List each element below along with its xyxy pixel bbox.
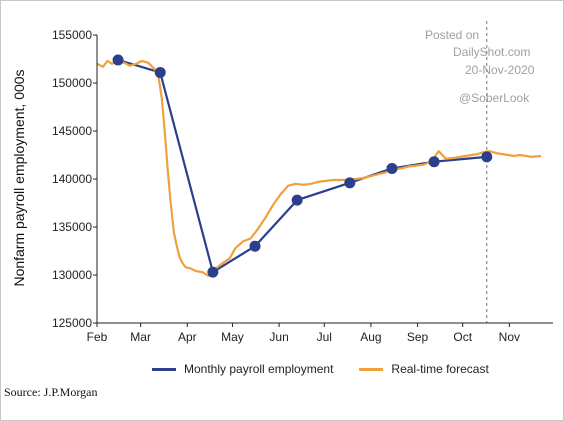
x-tick-label-5: Jul (317, 330, 332, 344)
series-monthly-point-5 (344, 177, 356, 189)
plot-area (96, 21, 542, 323)
series-monthly-point-7 (428, 156, 440, 168)
x-tick-label-8: Oct (453, 330, 472, 344)
series-monthly-point-3 (249, 240, 261, 252)
series-monthly-point-1 (154, 66, 166, 78)
x-tick-label-6: Aug (360, 330, 381, 344)
watermark-line1: Posted on (425, 28, 479, 42)
watermark-line2: DailyShot.com (453, 45, 530, 59)
x-tick-label-3: May (221, 330, 244, 344)
legend-swatch-monthly (152, 367, 176, 371)
legend-label-forecast: Real-time forecast (391, 362, 489, 376)
y-tick-label-2: 135000 (52, 220, 92, 234)
source-note: Source: J.P.Morgan (4, 385, 98, 399)
x-tick-label-1: Mar (130, 330, 151, 344)
legend-item-forecast: Real-time forecast (359, 362, 489, 376)
watermark-line3: 20-Nov-2020 (465, 63, 535, 77)
watermark: Posted on DailyShot.com 20-Nov-2020 @Sob… (425, 28, 535, 105)
x-tick-label-9: Nov (499, 330, 520, 344)
y-tick-label-3: 140000 (52, 172, 92, 186)
series-monthly-point-2 (207, 266, 219, 278)
y-tick-label-1: 130000 (52, 268, 92, 282)
x-tick-label-4: Jun (269, 330, 288, 344)
y-tick-label-0: 125000 (52, 316, 92, 330)
legend-item-monthly: Monthly payroll employment (152, 362, 333, 376)
series-monthly-point-8 (481, 151, 493, 163)
series-monthly-point-0 (112, 54, 124, 66)
y-tick-label-5: 150000 (52, 76, 92, 90)
legend-swatch-forecast (359, 367, 384, 371)
legend-label-monthly: Monthly payroll employment (184, 362, 334, 376)
x-tick-label-2: Apr (178, 330, 197, 344)
legend: Monthly payroll employment Real-time for… (152, 362, 489, 376)
axes: 125000 130000 135000 140000 145000 150000 1550… (52, 28, 553, 344)
x-tick-label-0: Feb (87, 330, 108, 344)
y-tick-label-4: 145000 (52, 124, 92, 138)
watermark-line4: @SoberLook (459, 91, 530, 105)
series-monthly-point-4 (291, 194, 303, 206)
y-axis-label: Nonfarm payroll employment, 000s (11, 69, 27, 286)
series-forecast-line (96, 59, 542, 278)
y-tick-label-6: 155000 (52, 28, 92, 42)
x-tick-label-7: Sep (407, 330, 429, 344)
series-monthly-point-6 (386, 162, 398, 174)
